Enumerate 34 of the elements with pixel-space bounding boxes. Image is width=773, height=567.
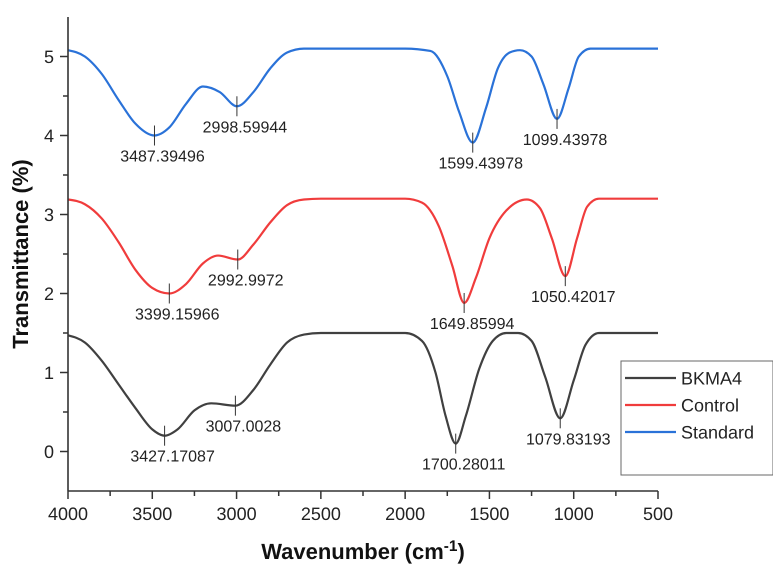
line-series	[66, 332, 660, 445]
annotation: 3487.39496	[120, 148, 205, 166]
x-tick-label: 3000	[216, 504, 257, 524]
x-tick-label: 2500	[300, 504, 341, 524]
y-tick-label: 1	[44, 362, 54, 383]
x-tick-label: 2000	[385, 504, 426, 524]
annotation: 1079.83193	[526, 431, 611, 448]
y-tick-label: 3	[44, 204, 54, 225]
y-axis-title: Transmittance (%)	[8, 159, 33, 349]
x-tick-label: 1000	[554, 504, 594, 524]
annotation: 1599.43978	[438, 156, 524, 173]
annotation: 1050.42017	[531, 289, 616, 306]
legend-label: Control	[681, 395, 740, 416]
annotation: 3399.15966	[135, 306, 220, 324]
x-axis-title: Wavenumber (cm$^{-1}$)	[261, 538, 465, 564]
annotation: 1649.85994	[430, 316, 515, 333]
x-tick-label: 1500	[469, 504, 510, 524]
annotation: 2998.59944	[202, 119, 288, 136]
x-tick-label: 500	[642, 504, 674, 524]
annotation: 2992.9972	[208, 272, 284, 290]
legend-label: Standard	[681, 422, 754, 442]
y-tick-label: 4	[44, 126, 54, 146]
annotation: 1700.28011	[422, 456, 506, 474]
y-tick-label: 0	[44, 442, 54, 462]
legend-label: BKMA4	[681, 368, 742, 388]
annotation: 3007.0028	[206, 418, 282, 436]
x-tick-label: 3500	[132, 504, 172, 524]
y-tick-label: 5	[44, 46, 54, 67]
line-series	[66, 48, 660, 144]
line-series	[66, 198, 660, 304]
y-tick-label: 2	[44, 284, 54, 304]
annotation: 3427.17087	[130, 448, 215, 466]
x-tick-label: 4000	[48, 504, 88, 524]
annotation: 1099.43978	[522, 132, 608, 149]
